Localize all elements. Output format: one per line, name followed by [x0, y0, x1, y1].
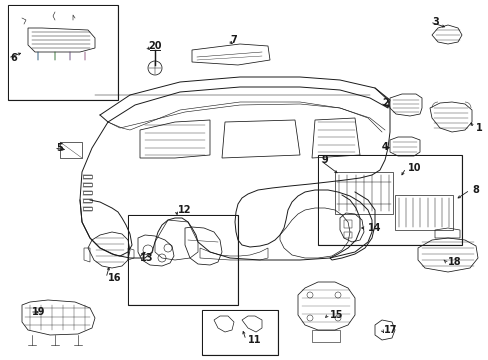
Text: 11: 11	[247, 335, 261, 345]
Text: 14: 14	[367, 223, 381, 233]
Text: 9: 9	[321, 155, 328, 165]
Text: 17: 17	[383, 325, 397, 335]
Bar	[83, 207, 92, 210]
Bar	[9, 6, 117, 99]
Text: 15: 15	[329, 310, 343, 320]
Bar	[343, 232, 351, 238]
Bar	[83, 191, 92, 194]
Text: 3: 3	[431, 17, 438, 27]
Text: 16: 16	[108, 273, 121, 283]
Bar	[60, 142, 82, 158]
Bar	[83, 199, 92, 202]
Bar	[343, 220, 351, 228]
Bar	[203, 311, 276, 354]
Bar	[317, 155, 461, 245]
Bar	[83, 183, 92, 186]
Text: 10: 10	[407, 163, 421, 173]
Text: 5: 5	[56, 143, 62, 153]
Text: 6: 6	[10, 53, 17, 63]
Text: 4: 4	[381, 142, 388, 152]
Bar	[318, 156, 460, 244]
Text: 8: 8	[471, 185, 478, 195]
Bar	[83, 175, 92, 178]
Bar	[128, 215, 238, 305]
Text: 2: 2	[381, 98, 388, 108]
Text: 1: 1	[475, 123, 482, 133]
Text: 18: 18	[447, 257, 461, 267]
Text: 7: 7	[229, 35, 236, 45]
Text: 20: 20	[148, 41, 161, 51]
Bar	[202, 310, 278, 355]
Text: 13: 13	[140, 253, 153, 263]
Text: 19: 19	[32, 307, 45, 317]
Bar	[8, 5, 118, 100]
Bar	[129, 216, 237, 304]
Text: 12: 12	[178, 205, 191, 215]
